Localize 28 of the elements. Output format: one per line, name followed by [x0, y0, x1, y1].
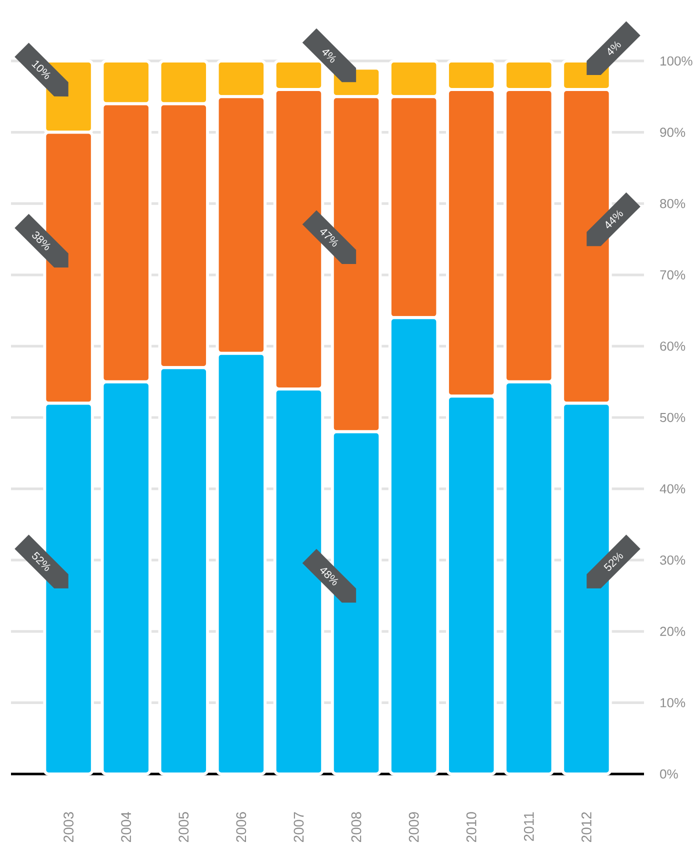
y-tick-label: 30%: [660, 555, 686, 565]
y-tick-label: 0%: [660, 769, 678, 779]
y-tick-label: 50%: [660, 412, 686, 422]
data-label: 10%: [32, 60, 51, 80]
data-label: 4%: [608, 41, 621, 56]
x-tick-label: 2011: [524, 812, 534, 841]
x-tick-label: 2007: [294, 812, 304, 842]
data-label: 4%: [322, 50, 336, 63]
y-tick-label: 100%: [660, 56, 692, 66]
data-label: 44%: [606, 210, 624, 228]
x-tick-label: 2004: [121, 812, 132, 842]
data-label: 48%: [320, 568, 338, 586]
y-tick-label: 70%: [660, 270, 686, 280]
x-tick-label: 2003: [64, 812, 74, 842]
y-tick-label: 90%: [660, 128, 686, 137]
y-tick-label: 40%: [660, 484, 686, 494]
data-label: 52%: [604, 552, 624, 571]
x-tick-label: 2012: [581, 812, 592, 842]
x-tick-label: 2008: [351, 812, 362, 842]
x-tick-label: 2009: [408, 812, 419, 842]
x-tick-label: 2005: [178, 812, 189, 842]
y-tick-label: 10%: [660, 698, 686, 708]
y-tick-label: 80%: [660, 198, 686, 208]
y-tick-label: 60%: [660, 342, 686, 351]
x-tick-label: 2006: [236, 812, 246, 842]
y-tick-label: 20%: [660, 626, 686, 636]
data-label: 47%: [320, 229, 338, 247]
x-tick-label: 2010: [466, 812, 476, 842]
